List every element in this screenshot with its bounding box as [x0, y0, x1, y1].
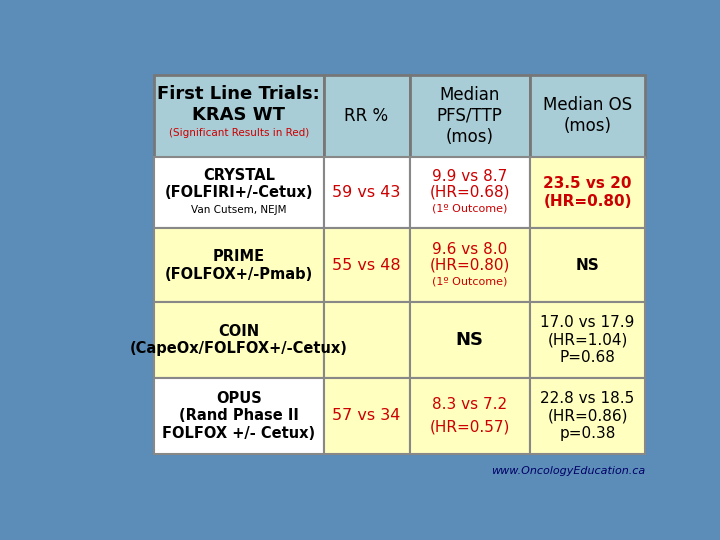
- Bar: [323, 75, 410, 157]
- Bar: [323, 157, 410, 228]
- Bar: [323, 302, 410, 378]
- Text: (1º Outcome): (1º Outcome): [432, 276, 508, 286]
- Text: 17.0 vs 17.9
(HR=1.04)
P=0.68: 17.0 vs 17.9 (HR=1.04) P=0.68: [540, 315, 635, 365]
- Text: www.OncologyEducation.ca: www.OncologyEducation.ca: [491, 467, 645, 476]
- Bar: [530, 302, 645, 378]
- Bar: [530, 157, 645, 228]
- Bar: [323, 228, 410, 302]
- Bar: [154, 75, 323, 157]
- Text: 22.8 vs 18.5
(HR=0.86)
p=0.38: 22.8 vs 18.5 (HR=0.86) p=0.38: [541, 391, 634, 441]
- Text: OPUS
(Rand Phase II
FOLFOX +/- Cetux): OPUS (Rand Phase II FOLFOX +/- Cetux): [162, 391, 315, 441]
- Text: NS: NS: [456, 331, 484, 349]
- Bar: [530, 228, 645, 302]
- Text: RR %: RR %: [344, 107, 389, 125]
- Text: NS: NS: [575, 258, 599, 273]
- Text: 55 vs 48: 55 vs 48: [332, 258, 401, 273]
- Text: 9.6 vs 8.0: 9.6 vs 8.0: [432, 242, 508, 257]
- Bar: [323, 378, 410, 454]
- Text: 59 vs 43: 59 vs 43: [333, 185, 401, 200]
- Text: Van Cutsem, NEJM: Van Cutsem, NEJM: [191, 205, 287, 215]
- Text: Median
PFS/TTP
(mos): Median PFS/TTP (mos): [437, 86, 503, 146]
- Bar: [410, 302, 530, 378]
- Bar: [410, 378, 530, 454]
- Text: COIN
(CapeOx/FOLFOX+/-Cetux): COIN (CapeOx/FOLFOX+/-Cetux): [130, 324, 348, 356]
- Text: 9.9 vs 8.7: 9.9 vs 8.7: [432, 169, 508, 184]
- Text: PRIME
(FOLFOX+/-Pmab): PRIME (FOLFOX+/-Pmab): [165, 249, 313, 281]
- Text: First Line Trials:
KRAS WT: First Line Trials: KRAS WT: [158, 85, 320, 124]
- Text: (1º Outcome): (1º Outcome): [432, 203, 508, 213]
- Bar: [154, 378, 323, 454]
- Bar: [410, 75, 530, 157]
- Bar: [530, 75, 645, 157]
- Bar: [530, 378, 645, 454]
- Text: Median OS
(mos): Median OS (mos): [543, 97, 632, 136]
- Text: (HR=0.68): (HR=0.68): [429, 185, 510, 200]
- Text: (HR=0.57): (HR=0.57): [429, 420, 510, 435]
- Bar: [154, 228, 323, 302]
- Bar: [410, 157, 530, 228]
- Text: 57 vs 34: 57 vs 34: [333, 408, 401, 423]
- Text: CRYSTAL
(FOLFIRI+/-Cetux): CRYSTAL (FOLFIRI+/-Cetux): [165, 168, 313, 200]
- Bar: [154, 157, 323, 228]
- Text: (Significant Results in Red): (Significant Results in Red): [168, 129, 309, 138]
- Text: (HR=0.80): (HR=0.80): [429, 258, 510, 273]
- Text: 23.5 vs 20
(HR=0.80): 23.5 vs 20 (HR=0.80): [544, 176, 631, 208]
- Bar: [410, 228, 530, 302]
- Bar: [154, 302, 323, 378]
- Text: 8.3 vs 7.2: 8.3 vs 7.2: [432, 396, 507, 411]
